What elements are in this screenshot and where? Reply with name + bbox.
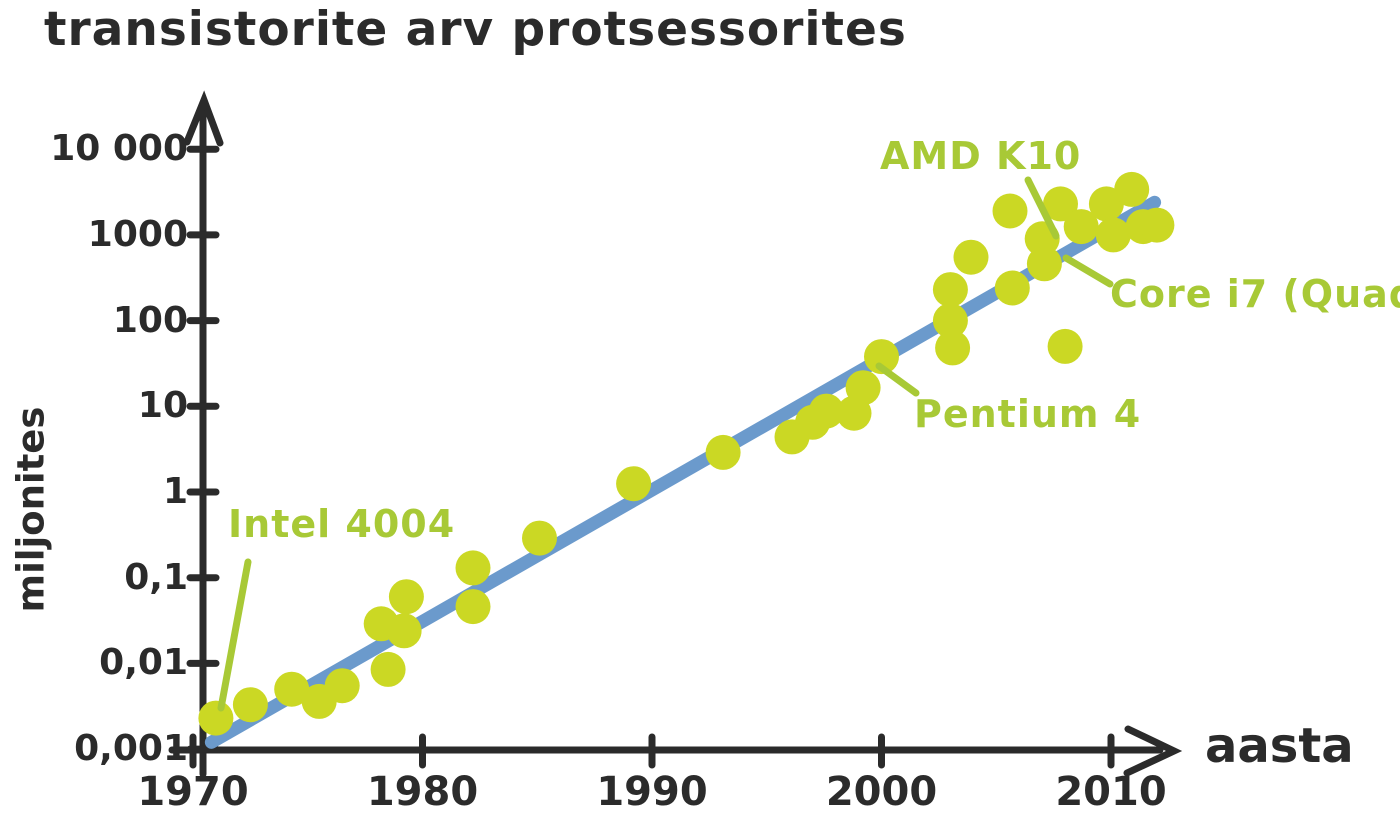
data-point bbox=[274, 671, 310, 707]
data-point bbox=[1139, 207, 1175, 243]
data-point bbox=[386, 613, 422, 649]
data-point bbox=[1095, 217, 1131, 253]
y-axis-arrowhead bbox=[183, 90, 224, 147]
leader-core-i7-quad bbox=[1062, 254, 1114, 288]
data-point bbox=[1043, 186, 1078, 222]
y-axis-tick-label: 0,1 bbox=[124, 556, 188, 598]
data-point bbox=[705, 434, 741, 470]
y-axis-tick-label: 0,001 bbox=[74, 728, 188, 770]
data-point bbox=[932, 303, 968, 339]
data-point bbox=[370, 651, 406, 687]
y-axis-tick-label: 100 bbox=[112, 299, 188, 341]
y-axis-tick-label: 1000 bbox=[87, 213, 188, 255]
data-point bbox=[388, 579, 424, 615]
y-axis-tick-label: 10 000 bbox=[50, 128, 188, 170]
leader-pentium-4 bbox=[875, 362, 920, 397]
annotation-intel-4004: Intel 4004 bbox=[228, 502, 456, 546]
data-point bbox=[232, 687, 268, 723]
x-axis-tick-label: 1980 bbox=[366, 769, 479, 815]
data-point bbox=[522, 520, 557, 556]
x-axis-tick-label: 2000 bbox=[825, 769, 938, 815]
data-point bbox=[1088, 186, 1124, 222]
y-axis-tick-label: 0,01 bbox=[99, 642, 188, 684]
data-point bbox=[616, 466, 652, 502]
y-axis-tick-label: 10 bbox=[137, 385, 188, 427]
y-axis-tick-label: 1 bbox=[162, 471, 188, 512]
leader-intel-4004 bbox=[217, 558, 252, 712]
data-point bbox=[1026, 246, 1062, 282]
data-point bbox=[455, 550, 491, 586]
data-point bbox=[845, 370, 881, 406]
x-axis-tick-label: 1970 bbox=[137, 769, 249, 815]
data-point bbox=[455, 589, 491, 625]
data-point bbox=[1047, 328, 1083, 364]
x-axis-label: aasta bbox=[1205, 718, 1354, 774]
x-axis-tick-label: 2010 bbox=[1055, 769, 1167, 815]
annotation-amd-k10: AMD K10 bbox=[880, 134, 1082, 178]
data-point bbox=[935, 330, 971, 366]
data-point bbox=[808, 393, 844, 429]
data-point bbox=[953, 239, 989, 275]
data-point bbox=[1114, 171, 1150, 207]
x-axis-arrowhead bbox=[1123, 725, 1183, 777]
data-point bbox=[932, 272, 968, 308]
annotation-core-i7-quad: Core i7 (Quad) bbox=[1110, 272, 1400, 316]
data-point bbox=[864, 339, 899, 375]
annotation-pentium-4: Pentium 4 bbox=[914, 392, 1142, 436]
x-axis-tick-label: 1990 bbox=[596, 769, 708, 815]
data-point bbox=[992, 193, 1028, 229]
data-point bbox=[994, 270, 1030, 306]
data-point bbox=[1063, 209, 1099, 245]
chart-title: transistorite arv protsessorites bbox=[44, 2, 907, 57]
data-point bbox=[198, 700, 234, 736]
leader-amd-k10 bbox=[1024, 176, 1060, 240]
data-point bbox=[324, 668, 360, 704]
